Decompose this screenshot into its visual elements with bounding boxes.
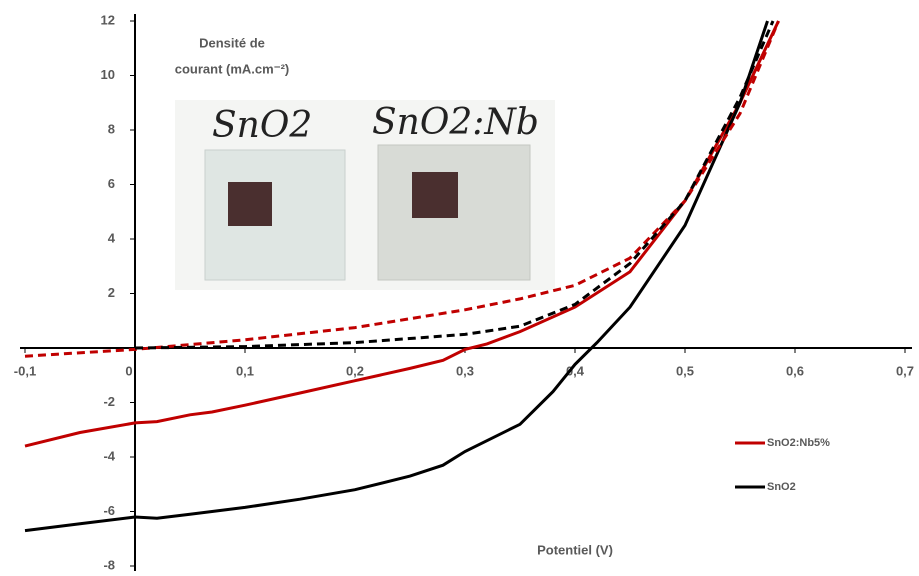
sample-glass bbox=[204, 149, 346, 281]
y-tick-label: 2 bbox=[108, 285, 115, 300]
photo-label: SnO2:Nb bbox=[372, 102, 539, 143]
x-tick-label: 0,5 bbox=[676, 363, 694, 378]
y-tick-label: -2 bbox=[103, 394, 115, 409]
y-tick-label: -6 bbox=[103, 503, 115, 518]
x-tick-label: 0,1 bbox=[236, 363, 254, 378]
series-line bbox=[134, 20, 775, 350]
x-tick-label: 0 bbox=[125, 363, 132, 378]
x-tick-label: 0,4 bbox=[566, 363, 585, 378]
photo-label: SnO2 bbox=[212, 105, 312, 146]
y-axis-title: Densité de bbox=[199, 35, 265, 50]
sample-glass bbox=[377, 144, 531, 281]
y-axis-title: courant (mA.cm⁻²) bbox=[175, 61, 289, 76]
x-tick-label: 0,7 bbox=[896, 363, 914, 378]
series-line bbox=[24, 20, 769, 533]
y-tick-label: 8 bbox=[108, 121, 115, 136]
series-line bbox=[24, 20, 780, 358]
x-tick-label: 0,2 bbox=[346, 363, 364, 378]
x-axis-title: Potentiel (V) bbox=[537, 542, 613, 557]
legend-label: SnO2:Nb5% bbox=[767, 437, 830, 449]
y-tick-label: -4 bbox=[103, 448, 115, 463]
sample-film bbox=[412, 172, 458, 218]
y-tick-label: -8 bbox=[103, 557, 115, 571]
legend-label: SnO2 bbox=[767, 481, 796, 493]
x-tick-label: 0,3 bbox=[456, 363, 474, 378]
x-tick-label: -0,1 bbox=[14, 363, 36, 378]
series-line bbox=[24, 20, 780, 448]
x-tick-label: 0,6 bbox=[786, 363, 804, 378]
y-tick-label: 10 bbox=[101, 67, 115, 82]
y-tick-label: 6 bbox=[108, 176, 115, 191]
y-tick-label: 4 bbox=[108, 230, 116, 245]
sample-film bbox=[228, 182, 272, 226]
y-tick-label: 12 bbox=[101, 12, 115, 27]
